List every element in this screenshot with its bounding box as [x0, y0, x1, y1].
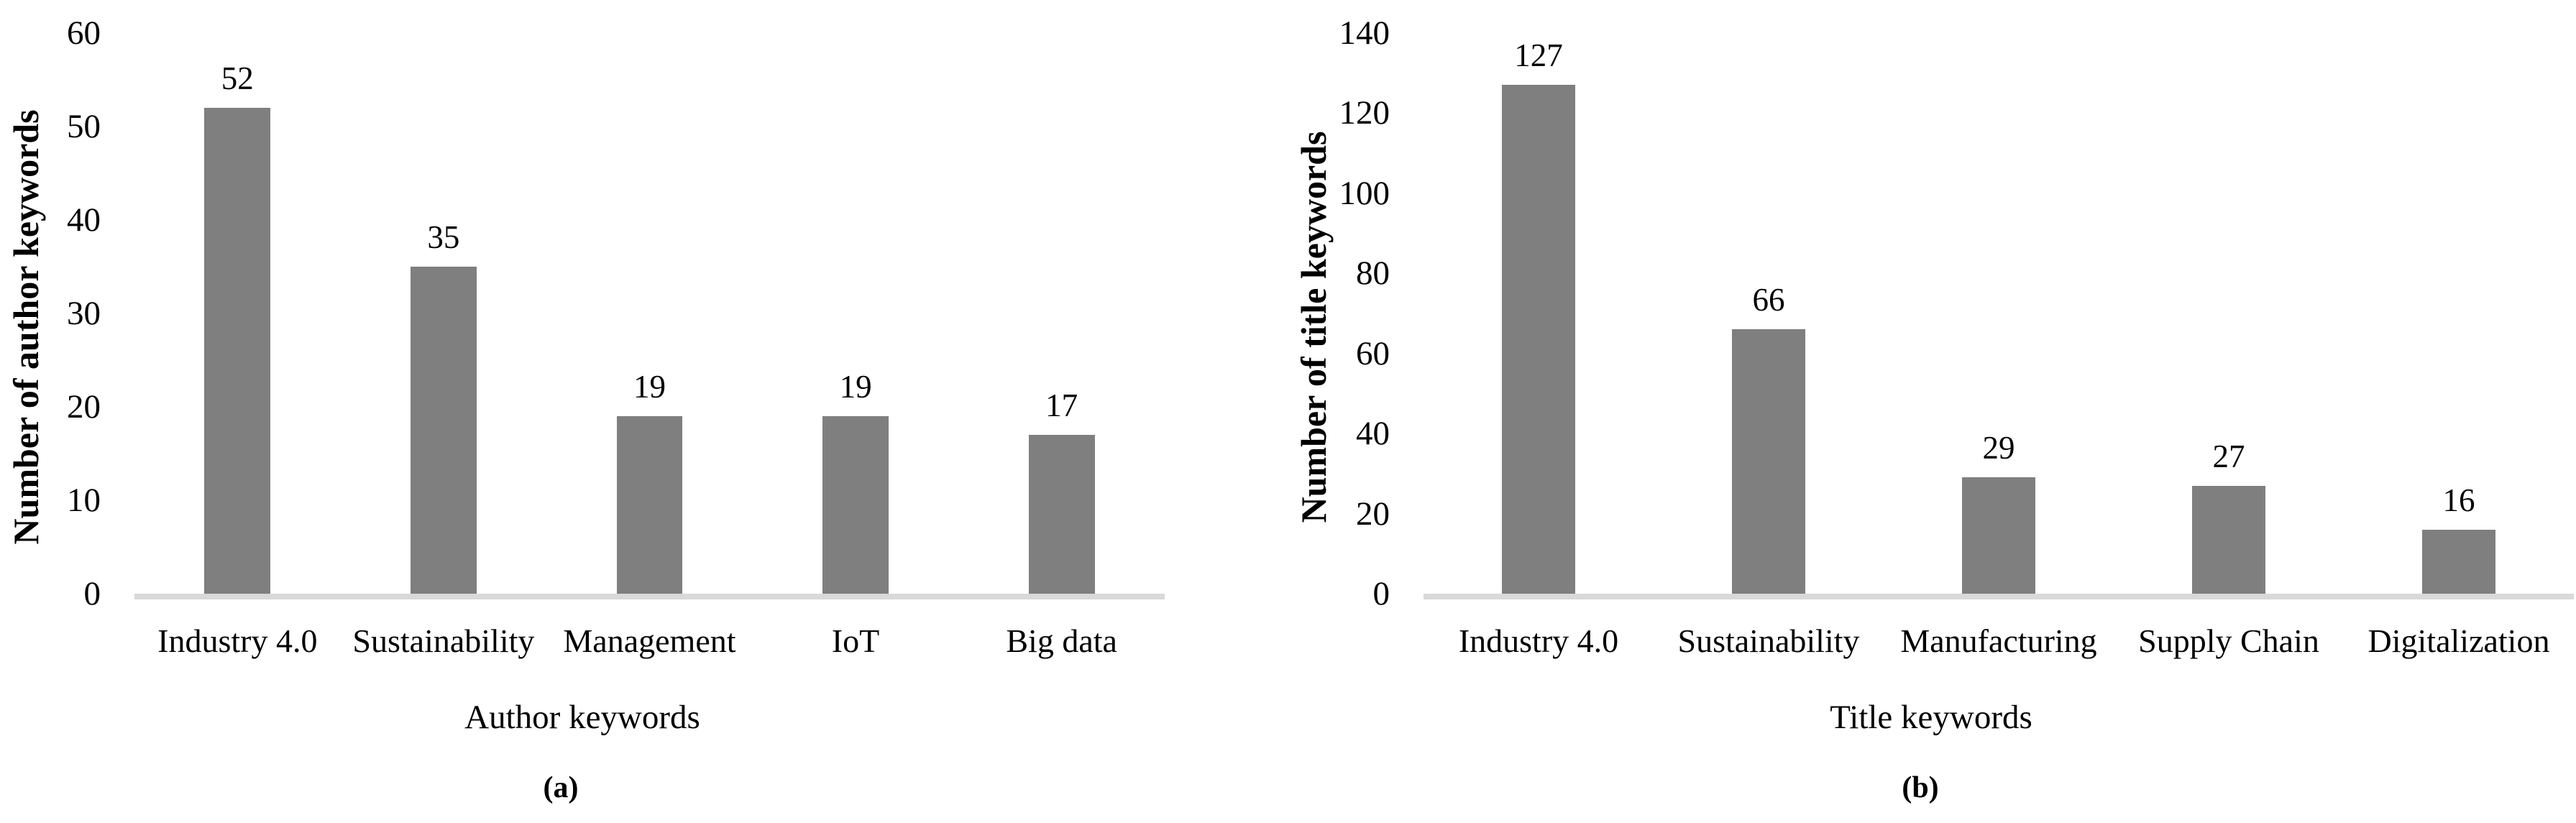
plot-area: 127 66 29 27 16: [1424, 33, 2574, 599]
y-tick-label: 60: [1356, 334, 1390, 372]
category-label: Industry 4.0: [1458, 622, 1619, 659]
bar: [2191, 485, 2266, 594]
bar: [1961, 477, 2036, 594]
chart-panel-b: Number of title keywords 0 20 40 60 80 100 120…: [1288, 0, 2576, 823]
y-tick-label: 140: [1339, 14, 1390, 52]
panel-caption-a: (a): [543, 771, 579, 804]
bar-slot: 19: [753, 33, 959, 594]
bar-slot: 27: [2114, 33, 2344, 594]
panel-caption-b: (b): [1902, 771, 1939, 804]
category-labels: Industry 4.0 Sustainability Manufacturing S…: [1424, 620, 2574, 663]
bar-value-label: 19: [633, 369, 666, 405]
bar-value-label: 17: [1045, 387, 1078, 423]
y-tick-label: 20: [1356, 495, 1390, 533]
bar-slot: 16: [2344, 33, 2574, 594]
bar-slot: 66: [1654, 33, 1884, 594]
y-tick-label: 100: [1339, 174, 1390, 212]
bar: [2421, 529, 2496, 594]
y-tick-label: 0: [83, 575, 101, 612]
y-tick-label: 40: [1356, 415, 1390, 453]
bar: [616, 416, 683, 594]
bar-value-label: 127: [1514, 37, 1563, 74]
y-tick-label: 30: [67, 295, 101, 332]
y-tick-label: 80: [1356, 254, 1390, 293]
y-axis: 0 20 40 60 80 100 120 140: [1288, 14, 1390, 612]
y-tick-label: 20: [67, 388, 101, 426]
bar-slot: 17: [958, 33, 1165, 594]
category-label: Digitalization: [2368, 622, 2550, 659]
bar-slot: 127: [1424, 33, 1654, 594]
bar-value-label: 29: [1982, 430, 2015, 466]
bars: 127 66 29 27 16: [1424, 33, 2574, 594]
x-axis-title: Title keywords: [1830, 699, 2032, 736]
category-label: IoT: [831, 622, 880, 659]
bar-value-label: 16: [2442, 482, 2475, 518]
bar: [822, 416, 889, 594]
category-labels: Industry 4.0 Sustainability Management IoT B…: [134, 620, 1165, 663]
bar-slot: 29: [1884, 33, 2114, 594]
bar: [1028, 435, 1095, 594]
y-tick-label: 40: [67, 201, 101, 239]
bars: 52 35 19 19 17: [134, 33, 1165, 594]
category-label: Industry 4.0: [157, 622, 318, 659]
category-label: Management: [563, 622, 736, 659]
y-axis: 0 10 20 30 40 50 60: [0, 14, 101, 612]
category-label: Supply Chain: [2138, 622, 2319, 659]
x-axis-line: [134, 594, 1165, 599]
bar: [411, 267, 477, 594]
x-axis-line: [1424, 594, 2574, 599]
plot-area: 52 35 19 19 17: [134, 33, 1165, 599]
category-label: Big data: [1006, 622, 1117, 659]
x-axis-title: Author keywords: [464, 699, 700, 736]
bar: [1501, 85, 1576, 594]
category-label: Sustainability: [352, 622, 535, 659]
y-tick-label: 120: [1339, 94, 1390, 132]
bar-value-label: 19: [839, 369, 872, 405]
bar-slot: 35: [341, 33, 547, 594]
y-tick-label: 60: [67, 14, 101, 52]
bar-slot: 19: [546, 33, 753, 594]
y-tick-label: 10: [67, 482, 101, 520]
bar: [204, 108, 271, 594]
bar-value-label: 27: [2212, 438, 2245, 474]
bar-value-label: 66: [1752, 282, 1785, 318]
bar-value-label: 35: [427, 219, 460, 255]
category-label: Sustainability: [1677, 622, 1860, 659]
bar-slot: 52: [134, 33, 341, 594]
chart-panel-a: Number of author keywords 0 10 20 30 40 50 60 …: [0, 14, 1165, 804]
bar: [1731, 329, 1806, 594]
y-tick-label: 50: [67, 108, 101, 145]
category-label: Manufacturing: [1900, 622, 2097, 659]
y-tick-label: 0: [1372, 575, 1390, 612]
bar-value-label: 52: [221, 60, 254, 96]
